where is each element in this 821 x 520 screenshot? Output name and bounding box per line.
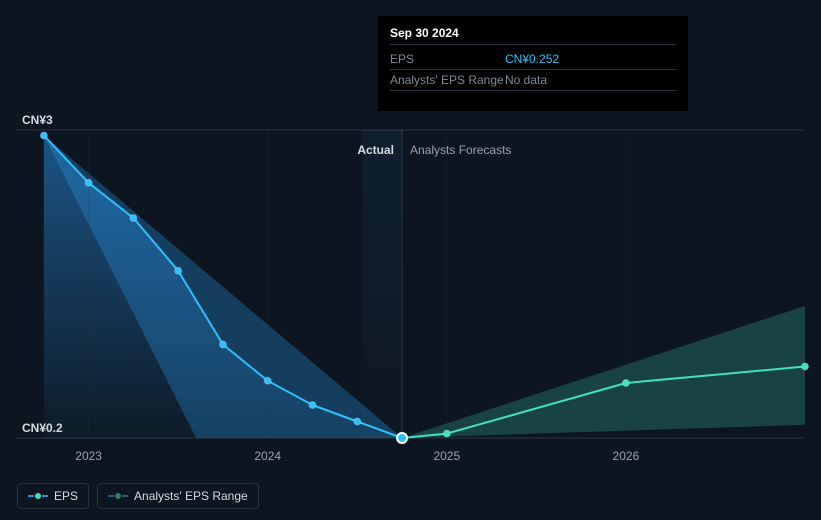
svg-text:2025: 2025 [433,449,460,463]
chart-tooltip: Sep 30 2024 EPS CN¥0.252 Analysts' EPS R… [378,16,688,111]
tooltip-label: EPS [390,50,505,68]
tooltip-value: CN¥0.252 [505,50,559,68]
legend-marker-icon [108,493,128,499]
svg-text:Actual: Actual [357,143,394,157]
tooltip-date: Sep 30 2024 [390,24,676,45]
legend-item-eps-range[interactable]: Analysts' EPS Range [97,483,259,509]
tooltip-row-range: Analysts' EPS Range No data [390,70,676,91]
tooltip-value: No data [505,71,547,89]
svg-text:CN¥3: CN¥3 [22,113,53,127]
chart-legend: EPS Analysts' EPS Range [17,483,259,509]
legend-item-eps[interactable]: EPS [17,483,89,509]
svg-text:Analysts Forecasts: Analysts Forecasts [410,143,511,157]
legend-label: Analysts' EPS Range [134,489,248,503]
legend-label: EPS [54,489,78,503]
svg-text:2024: 2024 [254,449,281,463]
svg-text:2026: 2026 [613,449,640,463]
svg-text:2023: 2023 [75,449,102,463]
tooltip-label: Analysts' EPS Range [390,71,505,89]
eps-chart: CN¥3CN¥0.22023202420252026ActualAnalysts… [0,0,821,520]
legend-marker-icon [28,493,48,499]
tooltip-row-eps: EPS CN¥0.252 [390,49,676,70]
